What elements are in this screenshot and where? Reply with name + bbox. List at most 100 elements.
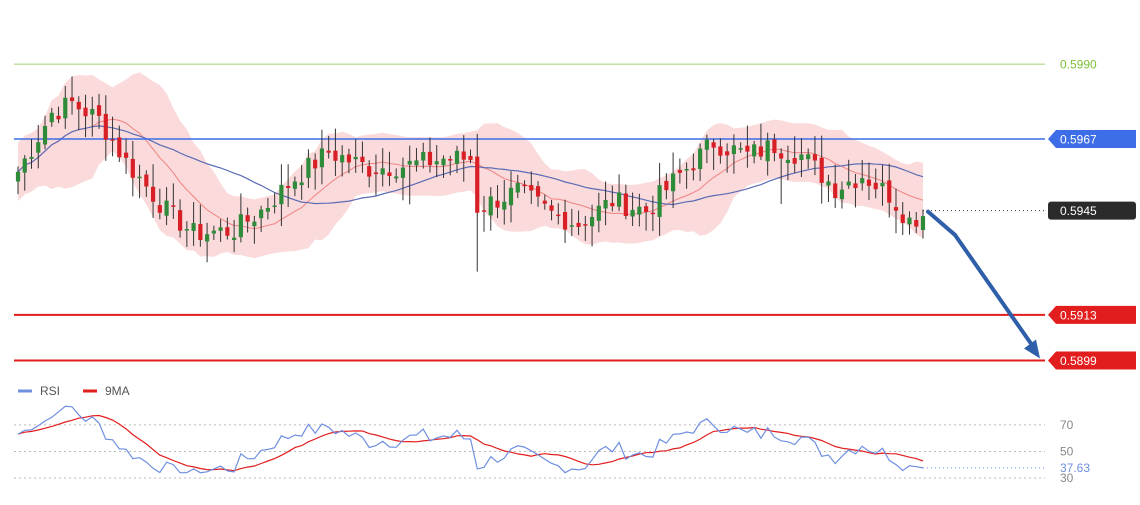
bullish-candle (441, 158, 446, 166)
bullish-candle (319, 148, 325, 168)
forecast-arrow-shaft (926, 209, 1035, 349)
bearish-candle (873, 182, 878, 190)
bullish-candle (907, 217, 912, 225)
bearish-candle (758, 146, 764, 157)
bullish-candle (42, 125, 48, 145)
bearish-candle (177, 210, 183, 231)
bullish-candle (860, 178, 865, 184)
bearish-candle (367, 166, 372, 177)
bearish-candle (819, 157, 824, 183)
rsi-line (17, 405, 924, 474)
rsi-9ma-line (17, 414, 924, 472)
bullish-candle (569, 225, 574, 227)
candlesticks (15, 76, 926, 272)
bullish-candle (191, 223, 196, 231)
bullish-candle (616, 192, 622, 207)
bearish-candle (83, 107, 88, 117)
bearish-candle (772, 139, 777, 154)
resistance-badge-1 (1048, 129, 1136, 148)
bearish-candle (360, 156, 365, 163)
rsi-tick-70: 70 (1060, 418, 1074, 432)
bullish-candle (603, 200, 608, 209)
bullish-candle (49, 112, 54, 123)
bullish-candle (765, 140, 770, 162)
bearish-candle (130, 158, 135, 178)
bearish-candle (866, 179, 872, 186)
bullish-candle (299, 182, 304, 186)
bullish-candle (454, 150, 460, 164)
bullish-candle (846, 181, 851, 186)
bullish-candle (407, 160, 412, 165)
bullish-candle (738, 148, 743, 150)
bullish-candle (15, 171, 21, 182)
bearish-candle (792, 158, 797, 164)
resistance-label-1: 0.5967 (1060, 132, 1097, 146)
bullish-candle (218, 227, 223, 231)
bullish-candle (839, 189, 845, 200)
bearish-candle (387, 172, 392, 177)
bearish-candle (853, 183, 858, 189)
legend-label-rsi: RSI (40, 384, 60, 398)
bullish-candle (684, 169, 689, 171)
bearish-candle (475, 156, 480, 213)
bearish-candle (900, 214, 905, 224)
bearish-candle (833, 183, 838, 199)
bullish-candle (414, 160, 419, 166)
rsi-last-value: 37.63 (1060, 461, 1090, 475)
bearish-candle (562, 212, 568, 230)
bullish-candle (731, 145, 736, 155)
bearish-candle (103, 113, 108, 140)
bullish-candle (421, 152, 426, 161)
bullish-candle (785, 159, 791, 164)
bullish-candle (704, 139, 709, 150)
bearish-candle (96, 105, 102, 116)
bearish-candle (346, 154, 352, 163)
bearish-candle (522, 184, 527, 187)
bullish-candle (380, 168, 385, 175)
forecast-arrow-head (1024, 339, 1040, 359)
last-price-label: 0.5945 (1060, 204, 1097, 218)
bearish-candle (623, 193, 628, 217)
bearish-candle (535, 186, 541, 197)
slow-moving-average-line (17, 125, 924, 206)
resistance-label-0: 0.5990 (1060, 58, 1097, 72)
legend-label-9ma: 9MA (105, 384, 130, 398)
bullish-candle (502, 201, 507, 210)
bullish-candle (279, 184, 284, 205)
bearish-candle (481, 210, 487, 212)
bearish-candle (887, 180, 892, 203)
bullish-candle (306, 157, 311, 178)
bearish-candle (644, 206, 649, 212)
bearish-candle (893, 207, 899, 211)
bearish-candle (245, 215, 250, 222)
bearish-candle (110, 139, 115, 141)
bullish-candle (90, 108, 95, 115)
bullish-candle (238, 214, 243, 238)
bearish-candle (326, 150, 331, 153)
bullish-candle (394, 176, 399, 179)
bullish-candle (259, 209, 264, 219)
bearish-candle (373, 172, 379, 175)
bullish-candle (806, 154, 811, 160)
bearish-candle (427, 151, 433, 166)
bullish-candle (589, 216, 595, 227)
bullish-candle (353, 156, 358, 160)
bullish-candle (880, 182, 885, 187)
bullish-candle (752, 144, 757, 157)
rsi-tick-50: 50 (1060, 444, 1074, 458)
bullish-candle (29, 156, 34, 159)
bearish-candle (691, 168, 696, 171)
bullish-candle (698, 148, 703, 170)
bearish-candle (150, 186, 156, 202)
bearish-candle (313, 159, 318, 169)
bearish-candle (468, 155, 473, 160)
bullish-candle (63, 97, 68, 119)
bearish-candle (542, 200, 547, 204)
bullish-candle (184, 229, 189, 231)
bullish-candle (637, 206, 642, 215)
bullish-candle (36, 142, 41, 153)
price-labels: 0.5990 0.5967 0.5945 0.5913 0.5899 (1048, 58, 1136, 370)
